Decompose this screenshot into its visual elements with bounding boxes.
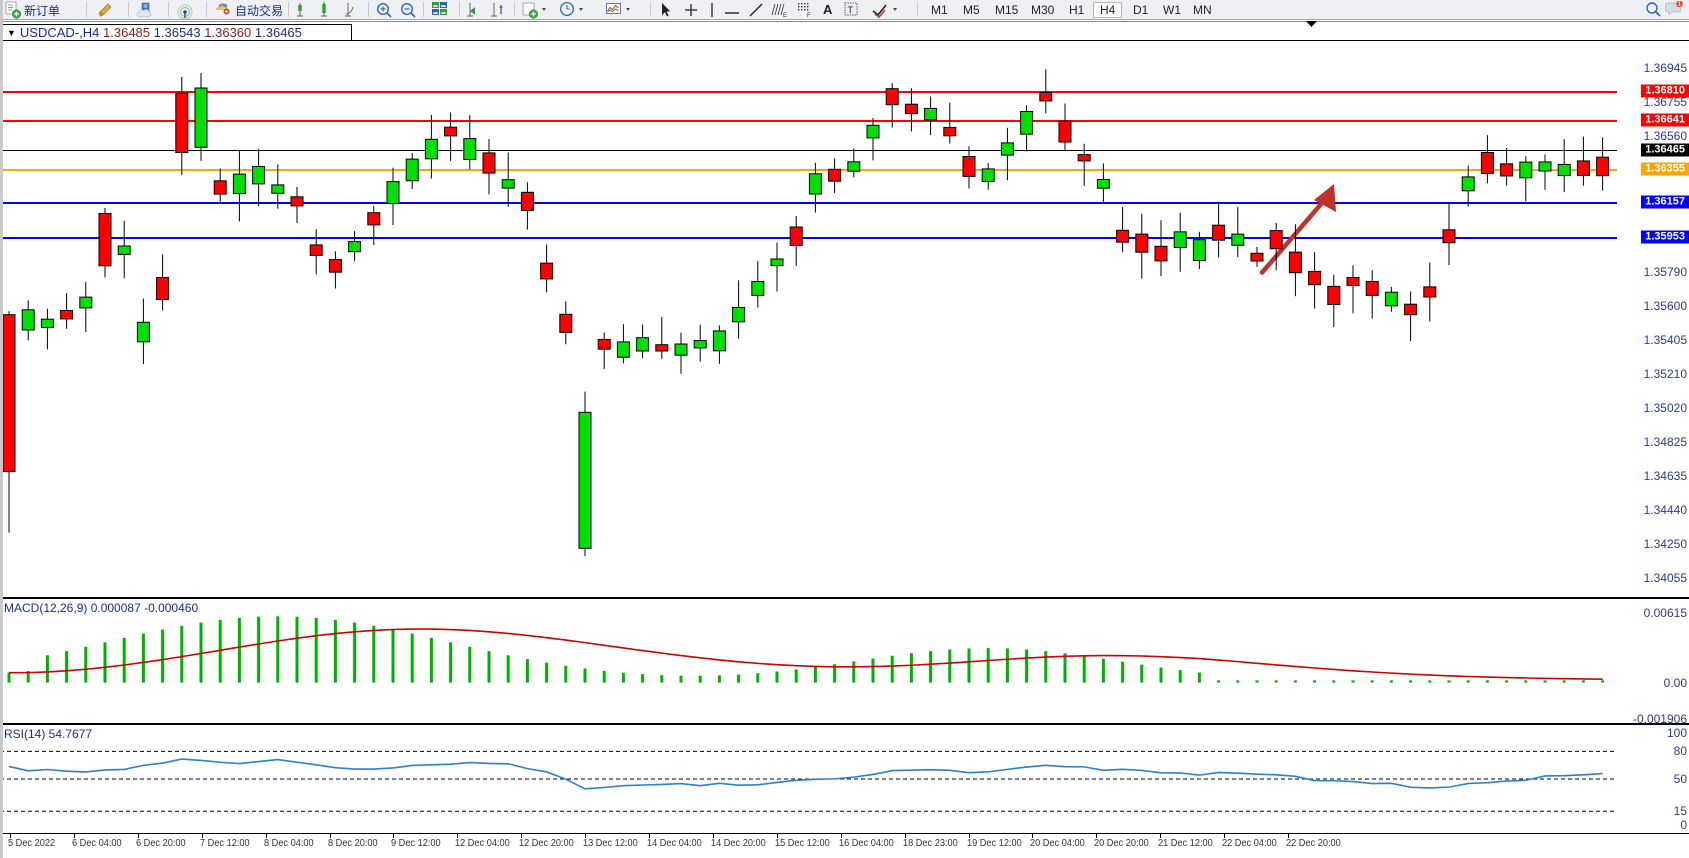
svg-text:A: A	[823, 2, 833, 17]
svg-text:F: F	[807, 13, 811, 19]
svg-text:1: 1	[1678, 1, 1681, 7]
svg-text:T: T	[848, 5, 854, 15]
svg-text:E: E	[783, 13, 787, 19]
